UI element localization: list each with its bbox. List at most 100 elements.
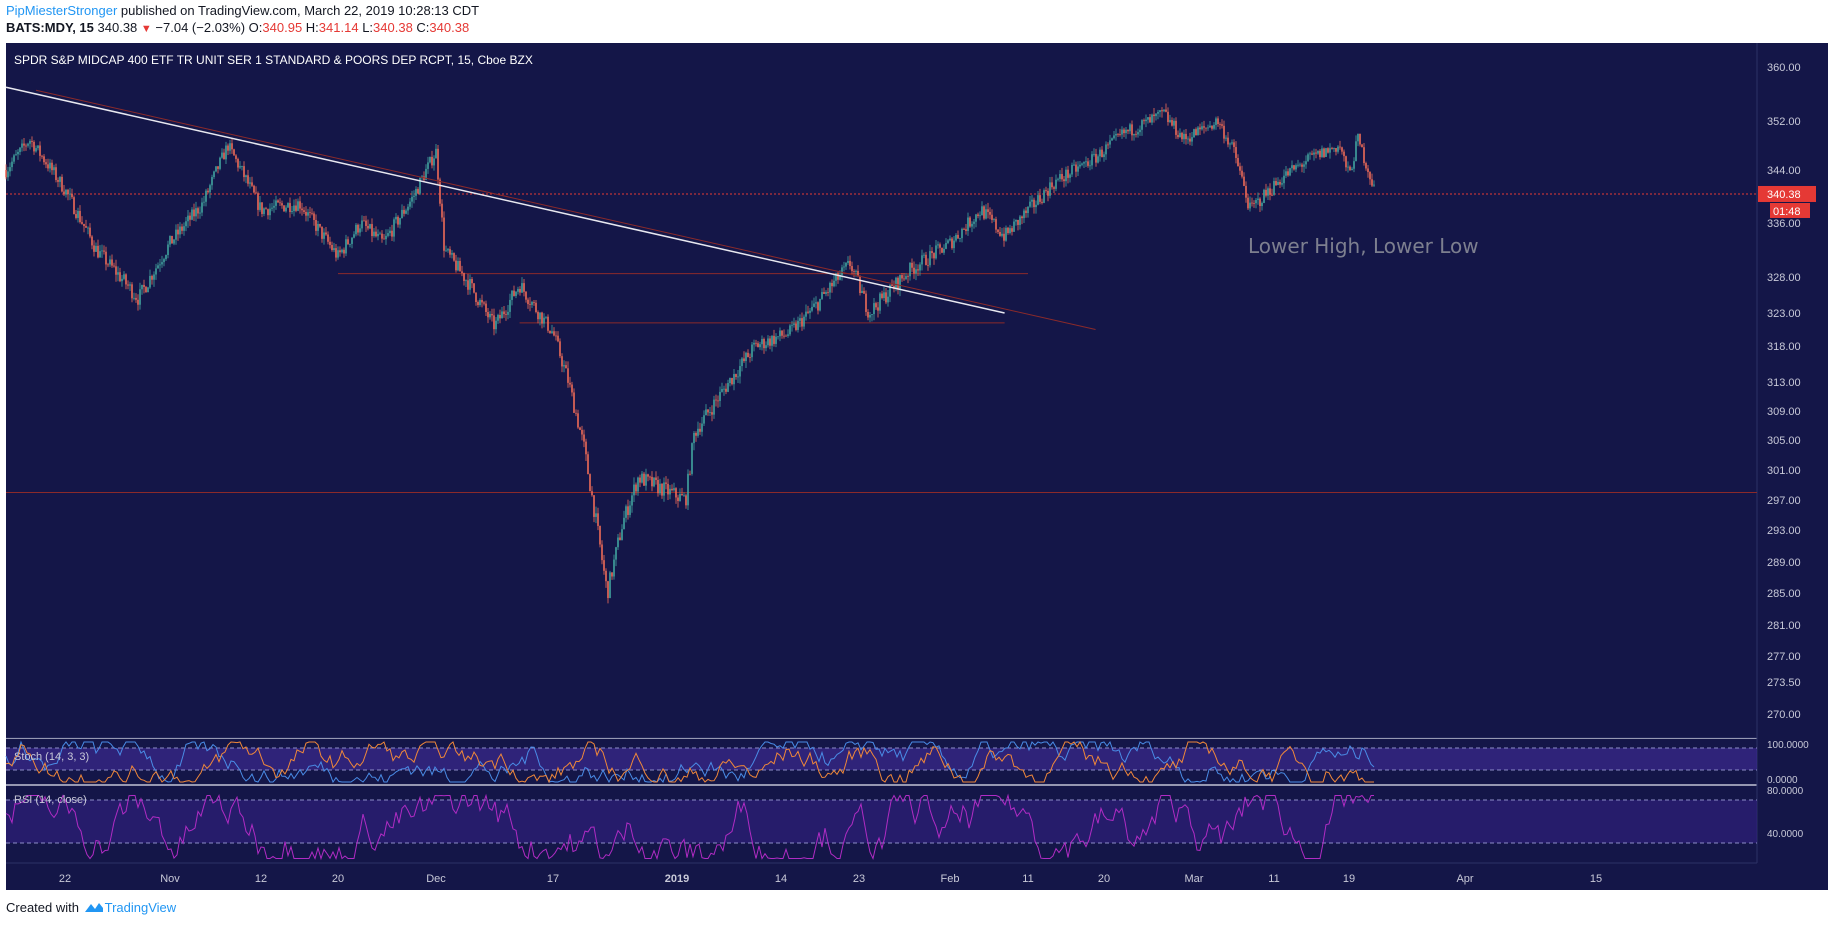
candle: [983, 205, 985, 221]
rsi-band: [6, 800, 1757, 843]
candle-body: [561, 356, 563, 367]
candle: [381, 230, 383, 243]
candle-body: [483, 302, 485, 304]
candle: [1279, 179, 1281, 188]
candle-body: [411, 196, 413, 202]
candle-body: [597, 513, 599, 526]
candle-body: [715, 399, 717, 401]
candle-body: [459, 261, 461, 272]
candle: [1207, 124, 1209, 131]
candle-body: [975, 214, 977, 222]
candle-body: [825, 292, 827, 294]
candle: [1173, 118, 1175, 130]
candle: [63, 184, 65, 196]
candle-body: [617, 537, 619, 548]
candle-body: [613, 559, 615, 577]
candle-body: [399, 218, 401, 225]
chart-canvas[interactable]: SPDR S&P MIDCAP 400 ETF TR UNIT SER 1 ST…: [0, 0, 1828, 900]
candle-body: [1159, 110, 1161, 112]
candle-body: [19, 147, 21, 152]
candle-body: [233, 149, 235, 156]
candle-body: [1353, 161, 1355, 169]
candle-body: [571, 384, 573, 393]
candle-body: [331, 244, 333, 251]
author-link[interactable]: PipMiesterStronger: [6, 3, 118, 18]
candle: [1107, 142, 1109, 150]
candle: [1009, 224, 1011, 235]
candle-body: [929, 251, 931, 266]
y-tick-label: 285.00: [1767, 588, 1801, 600]
candle: [703, 410, 705, 427]
candle: [1123, 127, 1125, 138]
candle-body: [793, 323, 795, 325]
candle: [1167, 107, 1169, 126]
candle: [1235, 141, 1237, 164]
candle-body: [361, 220, 363, 229]
candle: [595, 506, 597, 524]
candle-body: [1101, 149, 1103, 157]
candle: [121, 274, 123, 287]
candle-body: [1231, 142, 1233, 144]
candle-body: [725, 388, 727, 392]
rsi-y-tick: 40.0000: [1767, 829, 1804, 840]
candle: [1001, 227, 1003, 238]
candle: [61, 174, 63, 193]
candle: [29, 139, 31, 150]
candle: [223, 148, 225, 160]
candle: [281, 200, 283, 209]
candle-body: [293, 205, 295, 212]
candle-body: [955, 234, 957, 241]
candle-body: [1265, 189, 1267, 196]
candle-body: [1195, 129, 1197, 136]
candle-body: [619, 537, 621, 540]
candle: [307, 208, 309, 222]
candle: [459, 257, 461, 272]
candle-body: [341, 249, 343, 253]
candle: [215, 166, 217, 173]
candle: [1355, 135, 1357, 162]
candle-body: [719, 391, 721, 401]
candle-body: [535, 302, 537, 313]
candle-body: [529, 304, 531, 305]
candle: [1267, 186, 1269, 201]
candle: [809, 307, 811, 319]
candle: [713, 395, 715, 419]
candle-body: [1097, 156, 1099, 163]
candle: [679, 488, 681, 502]
candle-body: [25, 145, 27, 147]
candle-body: [299, 201, 301, 209]
candle-body: [559, 341, 561, 357]
candle: [1159, 110, 1161, 118]
candle-body: [1235, 147, 1237, 158]
candle: [497, 313, 499, 324]
candle-body: [197, 208, 199, 214]
candle: [1289, 167, 1291, 177]
candle-body: [475, 292, 477, 303]
candle: [533, 299, 535, 306]
candle: [537, 310, 539, 324]
candle-body: [1251, 202, 1253, 204]
candle-body: [787, 334, 789, 336]
candle-body: [539, 312, 541, 320]
candle: [265, 206, 267, 210]
candle-body: [683, 495, 685, 497]
candle-body: [437, 148, 439, 180]
candle: [717, 395, 719, 408]
candle-body: [551, 331, 553, 333]
candle-body: [495, 320, 497, 330]
candle: [819, 298, 821, 312]
tradingview-brand-link[interactable]: TradingView: [104, 900, 177, 915]
candle: [695, 431, 697, 442]
candle: [69, 187, 71, 201]
candle: [141, 284, 143, 295]
candle-body: [1337, 146, 1339, 152]
candle-body: [969, 217, 971, 227]
candle: [341, 248, 343, 254]
candle-body: [1357, 134, 1359, 142]
candle: [21, 139, 23, 152]
candle: [769, 335, 771, 350]
candle: [1145, 114, 1147, 128]
candle-body: [829, 282, 831, 293]
candle: [401, 204, 403, 219]
candle-body: [1221, 124, 1223, 126]
